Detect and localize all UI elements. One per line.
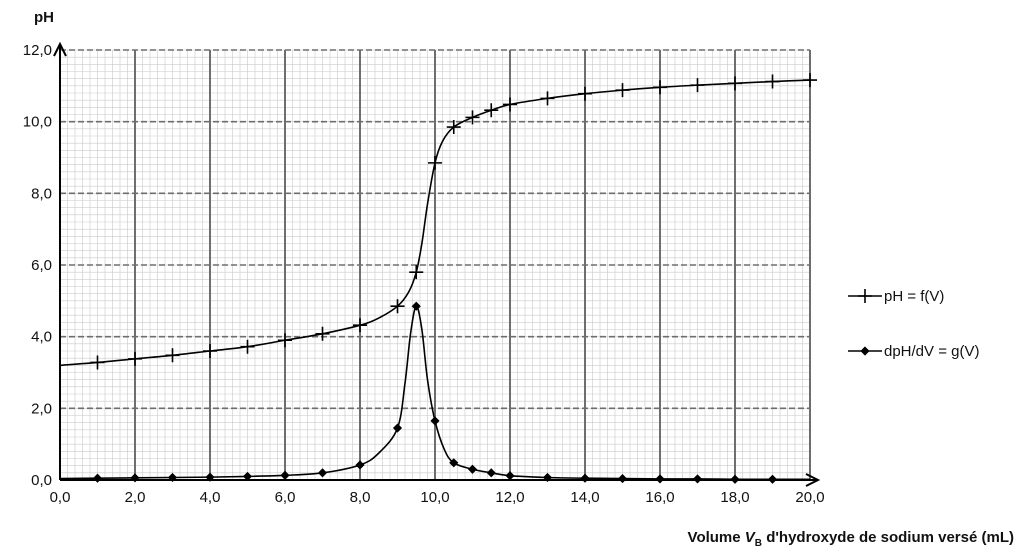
x-tick-label: 4,0 <box>200 489 221 506</box>
ph-curve <box>59 79 811 367</box>
derivative-data-point <box>730 474 740 484</box>
derivative-data-point <box>655 474 665 484</box>
derivative-data-point <box>355 460 365 470</box>
x-tick-label: 18,0 <box>720 489 749 506</box>
ph-data-point <box>428 155 442 170</box>
y-axis-label: pH <box>34 9 54 26</box>
ph-data-point <box>446 120 461 135</box>
tick-labels: 0,0 2,0 4,0 6,0 8,0 10,0 12,0 14,0 16,0 18,0 20,0 0… <box>23 42 825 506</box>
derivative-data-point <box>505 471 515 481</box>
x-tick-label: 8,0 <box>350 489 371 506</box>
ph-data-point <box>315 326 330 341</box>
derivative-data-point <box>449 458 459 468</box>
x-axis-label-before: Volume <box>687 529 745 546</box>
markers <box>90 73 817 484</box>
ph-data-point <box>390 299 405 314</box>
derivative-data-point <box>767 474 778 484</box>
derivative-data-point <box>486 468 496 478</box>
x-tick-label: 10,0 <box>420 489 449 506</box>
x-tick-label: 16,0 <box>645 489 674 506</box>
legend-plus-marker <box>858 289 872 303</box>
ph-data-point <box>653 80 667 95</box>
x-tick-label: 14,0 <box>570 489 599 506</box>
x-tick-label: 0,0 <box>50 489 71 506</box>
ph-data-point <box>690 78 705 93</box>
x-tick-label: 12,0 <box>495 489 524 506</box>
y-tick-label: 2,0 <box>31 400 52 417</box>
x-axis-arrow <box>805 473 821 487</box>
y-tick-label: 0,0 <box>31 472 52 489</box>
ph-data-point <box>484 103 499 118</box>
ph-data-point <box>728 76 742 91</box>
x-tick-label: 6,0 <box>275 489 296 506</box>
ph-data-point <box>409 265 424 280</box>
ph-data-point <box>278 333 292 348</box>
axes <box>53 41 821 487</box>
x-tick-label: 20,0 <box>795 489 824 506</box>
derivative-data-point <box>280 470 290 480</box>
y-tick-label: 10,0 <box>23 114 52 131</box>
derivative-data-point <box>467 464 478 474</box>
x-axis-label-subscript: B <box>754 538 763 549</box>
derivative-data-point <box>167 472 178 483</box>
derivative-data-point <box>242 471 253 481</box>
ph-data-point <box>128 351 142 366</box>
legend: pH = f(V) dpH/dV = g(V) <box>848 288 979 360</box>
derivative-data-point <box>130 473 140 483</box>
ph-data-point <box>353 318 367 333</box>
ph-data-point <box>465 110 480 125</box>
ph-data-point <box>803 73 817 88</box>
ph-data-point <box>503 97 517 112</box>
derivative-data-point <box>542 472 553 483</box>
x-axis-label-variable: V <box>744 529 755 546</box>
derivative-data-point <box>430 416 440 426</box>
y-axis-arrow <box>53 41 67 57</box>
x-axis-label: Volume VB d'hydroxyde de sodium versé (m… <box>688 529 1014 549</box>
derivative-data-point <box>92 473 103 483</box>
legend-label-ph: pH = f(V) <box>884 288 944 305</box>
ph-data-point <box>540 91 555 106</box>
ph-data-point <box>203 344 217 358</box>
derivative-data-point <box>411 301 421 311</box>
y-tick-label: 6,0 <box>31 257 52 274</box>
legend-diamond-marker <box>860 346 870 356</box>
y-tick-label: 4,0 <box>31 329 52 346</box>
x-tick-label: 2,0 <box>125 489 146 506</box>
y-tick-label: 12,0 <box>23 42 52 59</box>
derivative-data-point <box>317 468 328 478</box>
ph-data-point <box>90 355 105 370</box>
legend-label-derivative: dpH/dV = g(V) <box>884 343 979 360</box>
ph-data-point <box>765 74 780 89</box>
ph-data-point <box>240 339 255 354</box>
derivative-data-point <box>580 473 590 483</box>
major-grid <box>59 49 811 481</box>
x-axis-label-after: d'hydroxyde de sodium versé (mL) <box>762 529 1014 546</box>
ph-data-point <box>165 348 180 363</box>
y-tick-label: 8,0 <box>31 185 52 202</box>
derivative-data-point <box>617 474 628 484</box>
derivative-data-point <box>692 474 703 484</box>
ph-data-point <box>578 86 592 101</box>
ph-data-point <box>615 83 630 98</box>
derivative-data-point <box>205 472 215 482</box>
derivative-data-point <box>392 423 403 433</box>
